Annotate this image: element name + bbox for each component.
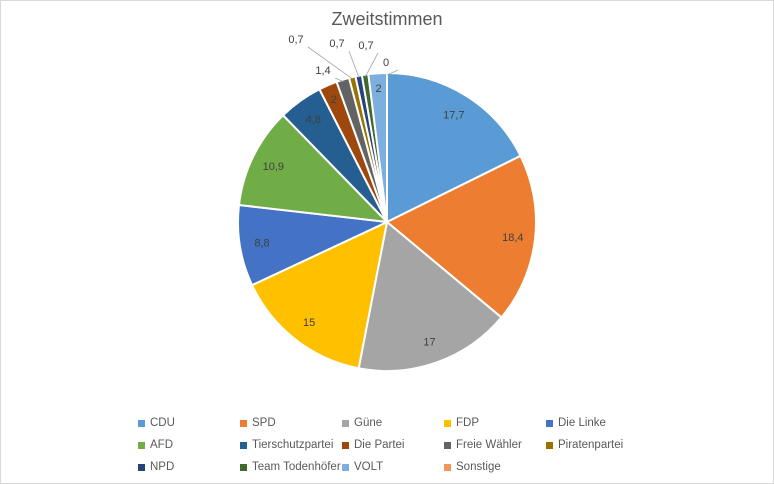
- legend-label: Team Todenhöfer: [252, 461, 341, 473]
- legend-swatch: [342, 441, 349, 449]
- legend-swatch: [444, 463, 451, 471]
- data-label-cdu: 17,7: [443, 109, 464, 121]
- legend-item-die-partei: Die Partei: [342, 436, 444, 454]
- legend-item-npd: NPD: [138, 458, 240, 476]
- legend-swatch: [138, 463, 145, 471]
- legend-label: NPD: [150, 461, 175, 473]
- legend-label: Sonstige: [456, 461, 501, 473]
- legend-item-die-linke: Die Linke: [546, 414, 658, 432]
- data-label-freie-w-hler: 1,4: [315, 65, 330, 77]
- leader-line-piratenpartei: [307, 46, 353, 80]
- data-label-afd: 10,9: [263, 161, 284, 173]
- data-label-npd: 0,7: [329, 38, 344, 50]
- legend-label: AFD: [150, 439, 173, 451]
- legend-label: FDP: [456, 417, 479, 429]
- legend-item-volt: VOLT: [342, 458, 444, 476]
- legend-swatch: [342, 463, 349, 471]
- legend-label: VOLT: [354, 461, 384, 473]
- legend-swatch: [240, 441, 247, 449]
- pie-slice-afd: [237, 114, 388, 223]
- legend-swatch: [138, 441, 145, 449]
- legend-item-freie-w-hler: Freie Wähler: [444, 436, 546, 454]
- data-label-team-todenh-fer: 0,7: [358, 40, 373, 52]
- leader-line-freie-w-hler: [334, 77, 344, 82]
- leader-line-team-todenh-fer: [365, 52, 379, 77]
- legend-item-piratenpartei: Piratenpartei: [546, 436, 658, 454]
- pie-slice-volt: [367, 71, 388, 223]
- pie-slice-die-linke: [237, 203, 388, 287]
- legend-swatch: [444, 419, 451, 427]
- legend-swatch: [444, 441, 451, 449]
- legend-label: Güne: [354, 417, 383, 429]
- legend-swatch: [138, 419, 145, 427]
- legend-label: SPD: [252, 417, 276, 429]
- data-label-die-partei: 2: [331, 94, 337, 106]
- legend-swatch: [240, 463, 247, 471]
- legend-label: Die Partei: [354, 439, 405, 451]
- pie-slice-fdp: [251, 221, 388, 370]
- legend-swatch: [240, 419, 247, 427]
- legend-swatch: [546, 441, 553, 449]
- legend-item-cdu: CDU: [138, 414, 240, 432]
- legend-label: Die Linke: [558, 417, 606, 429]
- pie-slice-cdu: [386, 72, 522, 223]
- data-label-fdp: 15: [303, 317, 315, 329]
- leader-line-npd: [348, 50, 360, 78]
- legend-item-g-ne: Güne: [342, 414, 444, 432]
- legend-swatch: [342, 419, 349, 427]
- legend-item-afd: AFD: [138, 436, 240, 454]
- legend-label: Tierschutzpartei: [252, 439, 334, 451]
- data-label-volt: 2: [376, 83, 382, 95]
- pie-slice-spd: [386, 154, 537, 319]
- legend-item-sonstige: Sonstige: [444, 458, 546, 476]
- legend: CDU SPD Güne FDP Die Linke AFD Tierschutzparte…: [138, 414, 658, 476]
- legend-swatch: [546, 419, 553, 427]
- legend-label: Piratenpartei: [558, 439, 624, 451]
- legend-item-fdp: FDP: [444, 414, 546, 432]
- data-label-spd: 18,4: [502, 232, 523, 244]
- leader-line-sonstige: [386, 69, 399, 76]
- data-label-piratenpartei: 0,7: [288, 34, 303, 46]
- legend-label: Freie Wähler: [456, 439, 522, 451]
- data-label-sonstige: 0: [383, 57, 389, 69]
- data-label-die-linke: 8,8: [254, 237, 269, 249]
- legend-item-team-todenh-fer: Team Todenhöfer: [240, 458, 342, 476]
- data-label-tierschutzpartei: 4,8: [306, 114, 321, 126]
- legend-item-tierschutzpartei: Tierschutzpartei: [240, 436, 342, 454]
- legend-label: CDU: [150, 417, 175, 429]
- pie-slice-g-ne: [357, 221, 503, 372]
- data-label-g-ne: 17: [423, 336, 435, 348]
- chart-title: Zweitstimmen: [331, 9, 443, 29]
- legend-item-spd: SPD: [240, 414, 342, 432]
